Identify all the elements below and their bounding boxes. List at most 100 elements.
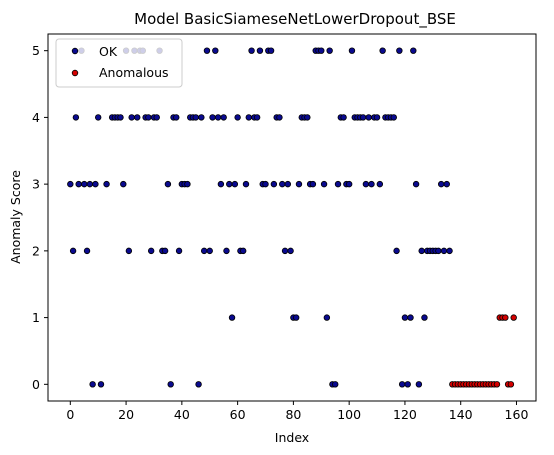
ok-point [242, 180, 250, 188]
ok-point [223, 247, 230, 255]
ok-point [69, 247, 77, 255]
ok-point [446, 247, 453, 255]
ok-point [326, 47, 333, 54]
ok-point [83, 247, 91, 255]
y-axis-label: Anomaly Score [8, 170, 23, 264]
ok-point [309, 180, 317, 188]
x-axis-label: Index [275, 430, 309, 445]
legend: OK Anomalous [55, 38, 183, 88]
ok-point [89, 381, 96, 388]
plot-frame [47, 33, 537, 402]
ok-point [72, 114, 80, 121]
ok-point [401, 314, 409, 321]
ok-point [81, 180, 88, 188]
ok-point [292, 314, 300, 321]
axis-ticks: 0 20 40 60 80 100 120 140 160 0 1 2 3 4 5 [32, 43, 528, 422]
ok-point [192, 114, 199, 121]
anomalous-point [510, 314, 517, 321]
ok-point [262, 180, 269, 188]
ok-point [206, 247, 213, 255]
ok-point [437, 180, 445, 188]
x-tick-label: 80 [285, 407, 301, 422]
ok-point [234, 114, 241, 121]
ok-point [117, 114, 124, 121]
legend-anomalous-marker [71, 69, 79, 77]
x-tick-label: 160 [505, 407, 529, 422]
y-tick-label: 0 [32, 377, 40, 392]
y-tick-label: 4 [32, 110, 40, 125]
ok-point [75, 180, 82, 188]
ok-point [368, 180, 375, 188]
ok-point [440, 247, 448, 255]
anomalous-point [502, 314, 509, 321]
ok-point [167, 381, 174, 388]
ok-point [323, 314, 331, 321]
ok-point [256, 47, 264, 54]
ok-point [279, 180, 286, 188]
ok-point [362, 180, 370, 188]
ok-point [267, 47, 275, 54]
ok-point [212, 47, 219, 54]
ok-point [410, 47, 417, 54]
ok-point [281, 247, 289, 255]
ok-point [145, 114, 152, 121]
y-tick-label: 3 [32, 177, 40, 192]
x-tick-label: 40 [174, 407, 190, 422]
ok-point [284, 180, 292, 188]
ok-point [276, 114, 283, 121]
ok-point [245, 114, 252, 121]
ok-point [120, 180, 127, 188]
legend-anomalous-label: Anomalous [99, 65, 169, 80]
y-tick-label: 1 [32, 310, 40, 325]
ok-point [407, 314, 414, 321]
ok-point [220, 114, 227, 121]
ok-point [214, 114, 222, 121]
ok-point [203, 47, 211, 54]
ok-point [295, 180, 303, 188]
legend-box [55, 38, 183, 88]
ok-point [239, 247, 247, 255]
ok-point [198, 114, 205, 121]
chart-title: Model BasicSiameseNetLowerDropout_BSE [134, 10, 456, 29]
ok-point [443, 180, 450, 188]
x-tick-label: 20 [118, 407, 134, 422]
ok-point [348, 47, 356, 54]
ok-point [153, 114, 160, 121]
legend-ok-label: OK [99, 44, 118, 59]
x-tick-label: 0 [66, 407, 74, 422]
ok-point [161, 247, 169, 255]
ok-point [175, 247, 183, 255]
x-tick-label: 60 [230, 407, 246, 422]
ok-point [67, 180, 74, 188]
ok-point [128, 114, 135, 121]
ok-point [320, 180, 328, 188]
anomalous-point [493, 381, 501, 388]
ok-point [304, 114, 311, 121]
ok-point [287, 247, 294, 255]
ok-point [421, 314, 428, 321]
ok-point [396, 47, 403, 54]
ok-point [103, 180, 110, 188]
ok-point [200, 247, 208, 255]
ok-point [209, 114, 216, 121]
ok-point [340, 114, 347, 121]
ok-point [390, 114, 397, 121]
ok-point [334, 180, 342, 188]
ok-point [147, 247, 155, 255]
ok-point [412, 180, 420, 188]
ok-point [398, 381, 406, 388]
ok-point [393, 247, 400, 255]
ok-point [345, 180, 353, 188]
y-tick-label: 5 [32, 43, 40, 58]
ok-point [86, 180, 94, 188]
y-tick-label: 2 [32, 243, 40, 258]
ok-point [173, 114, 180, 121]
ok-point [92, 180, 99, 188]
ok-point [226, 180, 233, 188]
ok-point [359, 114, 367, 121]
ok-point [217, 180, 225, 188]
ok-point [379, 47, 386, 54]
ok-point [164, 180, 172, 188]
ok-point [404, 381, 411, 388]
